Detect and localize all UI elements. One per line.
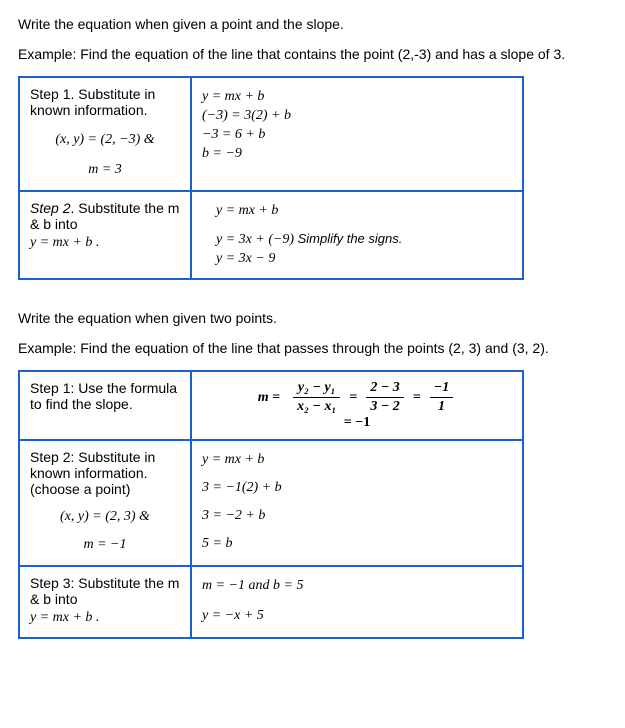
eq-line: −3 = 6 + b [202,127,512,143]
slope-result: = −1 [202,415,512,431]
section1-intro: Write the equation when given a point an… [18,16,607,32]
s2step2-text: Step 2: Substitute in known information.… [30,449,180,497]
table-row: Step 3: Substitute the m & b into y = mx… [19,566,523,638]
s2step3-right: m = −1 and b = 5 y = −x + 5 [191,566,523,638]
frac1-den: x₂ − x₁ [293,398,340,415]
step2-label: Step 2 [30,200,70,216]
s2step1-right: m = y₂ − y₁ x₂ − x₁ = 2 − 3 3 − 2 = −1 1… [191,371,523,440]
s2step2-right: y = mx + b 3 = −1(2) + b 3 = −2 + b 5 = … [191,440,523,566]
eq-text: y = 3x + (−9) [216,232,294,247]
section2-example: Example: Find the equation of the line t… [18,340,607,356]
step1-title: Step 1. Substitute in known information. [30,86,180,118]
table-row: Step 1: Use the formula to find the slop… [19,371,523,440]
frac1-num: y₂ − y₁ [293,380,340,398]
table-row: Step 2: Substitute in known information.… [19,440,523,566]
table-row: Step 2. Substitute the m & b into y = mx… [19,191,523,279]
slope-equation: m = y₂ − y₁ x₂ − x₁ = 2 − 3 3 − 2 = −1 1 [202,380,512,415]
eq-line: y = 3x − 9 [202,251,512,267]
frac3-den: 1 [430,398,453,415]
s2step3-math: y = mx + b . [30,610,180,626]
eq-line: y = mx + b [202,203,512,219]
section1-example: Example: Find the equation of the line t… [18,46,607,62]
frac2: 2 − 3 3 − 2 [366,380,403,415]
step2-math: y = mx + b . [30,235,180,251]
eq-line: y = mx + b [202,89,512,105]
section2-intro: Write the equation when given two points… [18,310,607,326]
eq-sign: = [413,390,421,406]
eq-line: y = −x + 5 [202,608,512,624]
m-label: m = [258,390,284,406]
frac2-num: 2 − 3 [366,380,403,398]
eq-sign: = [349,390,357,406]
step2-title: Step 2. Substitute the m & b into [30,200,180,232]
s2step1-left: Step 1: Use the formula to find the slop… [19,371,191,440]
table-row: Step 1. Substitute in known information.… [19,77,523,191]
eq-line: y = 3x + (−9) Simplify the signs. [202,231,512,248]
s2step3-left: Step 3: Substitute the m & b into y = mx… [19,566,191,638]
eq-line: b = −9 [202,146,512,162]
step2-right: y = mx + b y = 3x + (−9) Simplify the si… [191,191,523,279]
s2step2-xy: (x, y) = (2, 3) & [30,509,180,525]
s2step1-text: Step 1: Use the formula to find the slop… [30,380,180,412]
step1-m: m = 3 [30,162,180,178]
frac3-num: −1 [430,380,453,398]
eq-line: 5 = b [202,536,512,552]
section1-table: Step 1. Substitute in known information.… [18,76,524,280]
eq-line: m = −1 and b = 5 [202,578,512,594]
eq-line: 3 = −1(2) + b [202,480,512,496]
frac2-den: 3 − 2 [366,398,403,415]
eq-line: y = mx + b [202,452,512,468]
s2step3-text: Step 3: Substitute the m & b into [30,575,180,607]
frac3: −1 1 [430,380,453,415]
step2-left: Step 2. Substitute the m & b into y = mx… [19,191,191,279]
eq-comment: Simplify the signs. [298,231,403,246]
s2step2-left: Step 2: Substitute in known information.… [19,440,191,566]
step1-xy: (x, y) = (2, −3) & [30,132,180,148]
frac1: y₂ − y₁ x₂ − x₁ [293,380,340,415]
eq-line: (−3) = 3(2) + b [202,108,512,124]
step1-right: y = mx + b (−3) = 3(2) + b −3 = 6 + b b … [191,77,523,191]
step1-left: Step 1. Substitute in known information.… [19,77,191,191]
eq-line: 3 = −2 + b [202,508,512,524]
section2-table: Step 1: Use the formula to find the slop… [18,370,524,639]
s2step2-m: m = −1 [30,537,180,553]
